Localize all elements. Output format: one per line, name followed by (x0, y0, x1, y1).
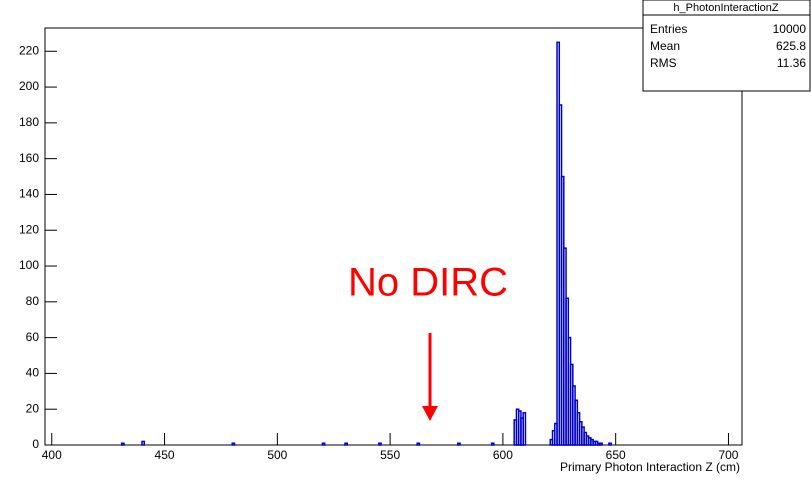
stats-value: 10000 (773, 22, 807, 36)
y-tick-label: 180 (19, 115, 39, 129)
x-axis-label: Primary Photon Interaction Z (cm) (560, 460, 740, 474)
x-tick-label: 450 (155, 448, 175, 462)
y-tick-label: 120 (19, 222, 39, 236)
bin (490, 442, 495, 446)
stats-label: Mean (650, 39, 680, 53)
y-tick-label: 100 (19, 258, 39, 272)
x-tick-label: 500 (267, 448, 287, 462)
bin (344, 442, 349, 446)
y-tick-label: 0 (32, 437, 39, 451)
x-tick-label: 650 (606, 448, 626, 462)
y-tick-label: 160 (19, 151, 39, 165)
x-tick-label: 550 (380, 448, 400, 462)
bin (120, 442, 125, 446)
y-tick-label: 20 (26, 401, 40, 415)
bin (608, 442, 612, 446)
y-tick-label: 220 (19, 43, 39, 57)
stats-value: 625.8 (776, 39, 806, 53)
y-tick-label: 80 (26, 294, 40, 308)
annotation: No DIRC (348, 261, 508, 305)
stats-label: Entries (650, 22, 687, 36)
y-tick-label: 60 (26, 330, 40, 344)
stats-box: h_PhotonInteractionZ (642, 0, 811, 92)
stats-label: RMS (650, 56, 677, 70)
y-tick-label: 200 (19, 79, 39, 93)
stats-value: 11.36 (777, 56, 806, 70)
x-tick-label: 700 (718, 448, 738, 462)
bin (457, 442, 461, 446)
bin (321, 442, 326, 446)
x-tick-label: 400 (42, 448, 62, 462)
bin (522, 412, 527, 446)
bin (231, 442, 236, 446)
y-tick-label: 140 (19, 187, 39, 201)
bin (141, 440, 145, 446)
stats-title: h_PhotonInteractionZ (673, 2, 778, 14)
bin (378, 442, 382, 446)
plot-frame (44, 27, 743, 446)
annotation-arrowhead (422, 406, 438, 421)
y-tick-label: 40 (26, 366, 40, 380)
bin (599, 442, 603, 446)
x-tick-label: 600 (493, 448, 513, 462)
bin (416, 442, 421, 446)
